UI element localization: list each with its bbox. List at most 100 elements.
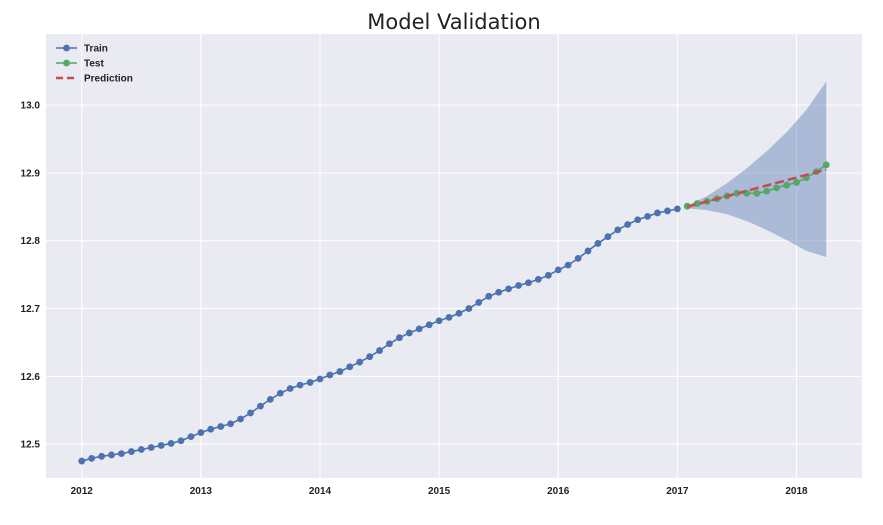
- train-point: [624, 221, 632, 228]
- test-series: [683, 161, 830, 210]
- train-point: [415, 325, 423, 333]
- confidence-band: [687, 81, 827, 258]
- x-tick-label: 2017: [666, 486, 689, 497]
- gridlines: [46, 34, 862, 478]
- train-point: [465, 305, 473, 312]
- train-point: [207, 425, 215, 433]
- train-point: [316, 375, 324, 383]
- train-point: [306, 379, 314, 386]
- train-point: [574, 254, 582, 262]
- train-point: [336, 368, 344, 375]
- x-axis-ticks: 2012 2013 2014 2015 2016 2017 2018: [71, 486, 808, 497]
- train-point: [544, 271, 552, 279]
- x-tick-label: 2015: [428, 486, 451, 497]
- train-point: [445, 313, 453, 321]
- y-axis-ticks: 12.5 12.6 12.7 12.8 12.9 13.0: [21, 101, 41, 451]
- test-point: [753, 189, 761, 197]
- train-point: [455, 309, 463, 317]
- train-point: [118, 450, 125, 457]
- train-point: [326, 371, 334, 379]
- train-point: [197, 429, 205, 436]
- legend-label: Prediction: [84, 74, 133, 85]
- y-tick-label: 12.6: [21, 372, 41, 383]
- train-point: [296, 381, 304, 389]
- train-point: [128, 448, 135, 455]
- train-point: [237, 415, 244, 423]
- train-point: [276, 389, 284, 397]
- legend-item-test: Test: [56, 59, 104, 70]
- train-point: [654, 209, 661, 217]
- train-point: [266, 395, 274, 403]
- legend-label: Train: [84, 44, 108, 55]
- train-point: [604, 233, 612, 241]
- legend: Train Test Prediction: [56, 44, 133, 85]
- test-point: [793, 179, 800, 186]
- train-point: [634, 216, 642, 224]
- train-point: [98, 452, 106, 460]
- plot-background: [46, 34, 862, 478]
- train-point: [187, 433, 195, 441]
- train-point: [376, 347, 383, 354]
- y-tick-label: 12.7: [21, 304, 41, 315]
- train-point: [664, 207, 671, 215]
- x-tick-label: 2014: [309, 486, 332, 497]
- train-point: [386, 340, 393, 348]
- series-layer: [78, 161, 830, 465]
- train-point: [227, 420, 235, 428]
- train-point: [346, 363, 354, 371]
- prediction-line: [686, 168, 827, 209]
- train-point: [217, 423, 225, 430]
- y-tick-label: 12.5: [21, 440, 41, 451]
- legend-item-prediction: Prediction: [56, 74, 133, 85]
- x-tick-label: 2018: [785, 486, 808, 497]
- train-point: [435, 317, 443, 325]
- legend-marker: [63, 59, 70, 67]
- train-point: [534, 275, 542, 283]
- x-tick-label: 2016: [547, 486, 570, 497]
- train-point: [525, 279, 532, 287]
- train-point: [356, 358, 364, 366]
- x-tick-label: 2013: [190, 486, 213, 497]
- y-tick-label: 12.9: [21, 168, 41, 179]
- train-point: [584, 247, 592, 255]
- test-point: [733, 189, 741, 197]
- train-point: [88, 454, 96, 462]
- chart-title: Model Validation: [367, 10, 540, 34]
- train-point: [137, 446, 145, 453]
- train-point: [177, 437, 185, 445]
- train-point: [594, 240, 602, 247]
- train-point: [644, 212, 651, 220]
- test-point: [822, 161, 830, 169]
- legend-item-train: Train: [56, 44, 108, 55]
- y-tick-label: 12.8: [21, 236, 41, 247]
- train-point: [614, 226, 622, 234]
- test-point: [773, 184, 780, 192]
- train-point: [286, 385, 294, 392]
- train-point: [495, 288, 503, 296]
- legend-marker: [63, 44, 70, 52]
- test-point: [763, 187, 771, 195]
- train-point: [247, 409, 254, 417]
- train-point: [673, 205, 681, 213]
- train-point: [396, 334, 403, 342]
- train-series: [78, 205, 681, 465]
- x-tick-label: 2012: [71, 486, 94, 497]
- train-point: [515, 282, 522, 289]
- train-point: [157, 442, 165, 449]
- train-point: [366, 353, 374, 361]
- prediction-series: [686, 168, 827, 209]
- y-tick-label: 13.0: [21, 101, 41, 112]
- train-point: [108, 451, 115, 459]
- train-point: [147, 444, 155, 451]
- train-point: [257, 402, 264, 410]
- train-point: [167, 440, 175, 447]
- train-point: [485, 292, 493, 300]
- train-point: [564, 261, 572, 269]
- train-point: [554, 266, 562, 274]
- train-point: [505, 285, 512, 293]
- train-point: [425, 321, 433, 329]
- train-point: [405, 329, 413, 337]
- test-point: [783, 181, 790, 189]
- train-point: [78, 457, 86, 465]
